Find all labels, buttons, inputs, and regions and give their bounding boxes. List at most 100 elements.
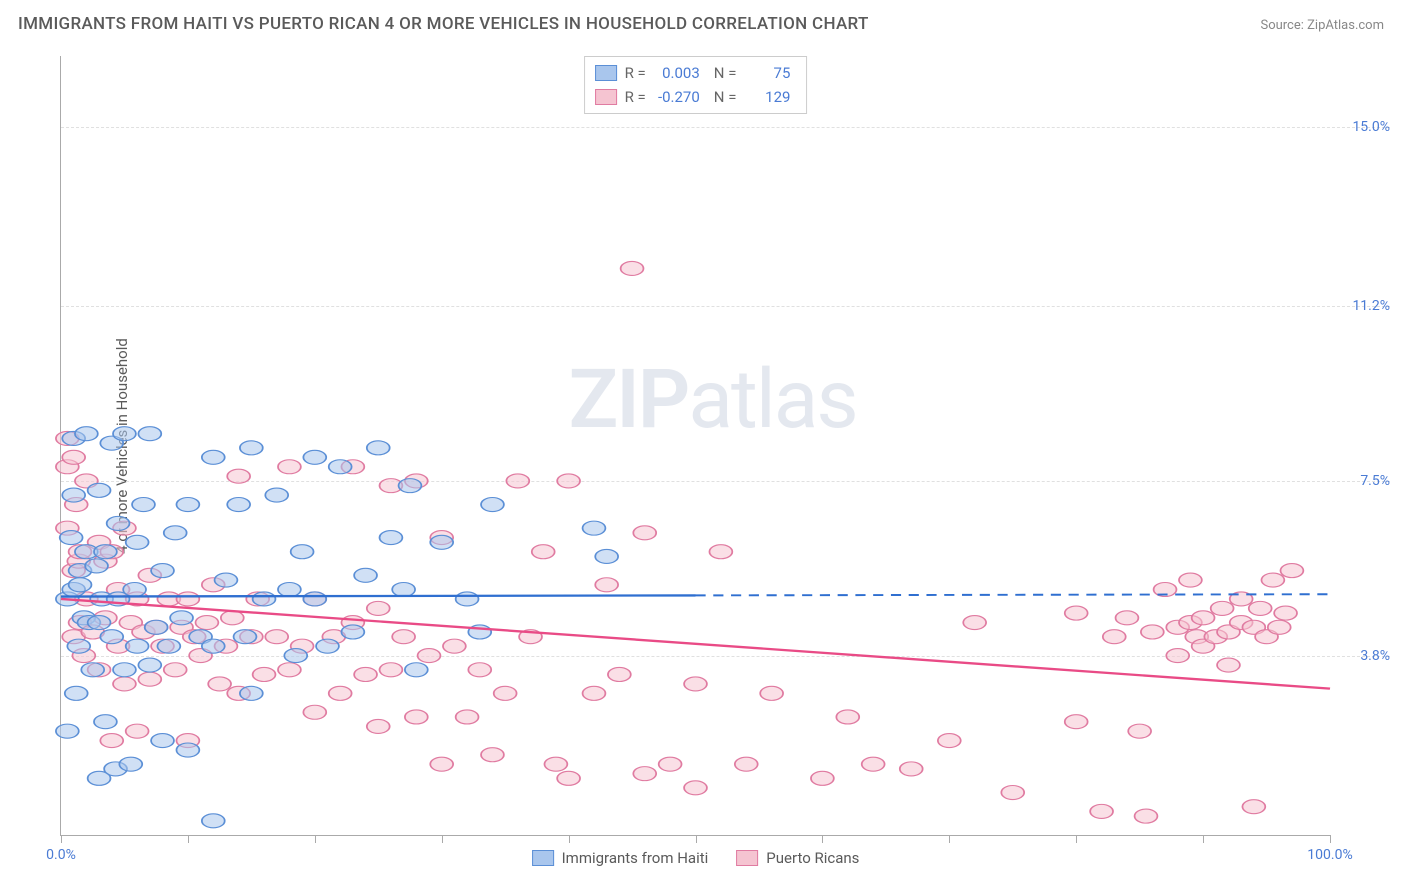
data-point-pr bbox=[1166, 649, 1189, 663]
data-point-pr bbox=[265, 630, 288, 644]
data-point-haiti bbox=[145, 620, 168, 634]
x-tick bbox=[822, 835, 823, 843]
x-tick bbox=[1330, 835, 1331, 843]
data-point-haiti bbox=[316, 639, 339, 653]
data-point-pr bbox=[278, 460, 301, 474]
data-point-pr bbox=[836, 710, 859, 724]
data-point-pr bbox=[1141, 625, 1164, 639]
data-point-pr bbox=[633, 767, 656, 781]
data-point-haiti bbox=[284, 649, 307, 663]
scatter-svg bbox=[61, 56, 1330, 835]
data-point-haiti bbox=[329, 460, 352, 474]
data-point-haiti bbox=[234, 630, 257, 644]
legend-label-pr: Puerto Ricans bbox=[766, 849, 859, 867]
swatch-pr bbox=[595, 89, 617, 105]
data-point-pr bbox=[456, 710, 479, 724]
legend-item-haiti: Immigrants from Haiti bbox=[532, 849, 709, 867]
data-point-haiti bbox=[88, 616, 111, 630]
data-point-pr bbox=[253, 667, 276, 681]
source-attribution: Source: ZipAtlas.com bbox=[1260, 18, 1384, 33]
data-point-pr bbox=[176, 592, 199, 606]
data-point-haiti bbox=[202, 814, 225, 828]
data-point-haiti bbox=[354, 568, 377, 582]
data-point-haiti bbox=[405, 663, 428, 677]
data-point-pr bbox=[532, 545, 555, 559]
data-point-pr bbox=[1242, 800, 1265, 814]
data-point-pr bbox=[278, 663, 301, 677]
data-point-pr bbox=[329, 686, 352, 700]
data-point-pr bbox=[659, 757, 682, 771]
data-point-haiti bbox=[583, 521, 606, 535]
data-point-pr bbox=[963, 616, 986, 630]
data-point-pr bbox=[811, 771, 834, 785]
data-point-haiti bbox=[81, 663, 104, 677]
data-point-haiti bbox=[456, 592, 479, 606]
swatch-haiti bbox=[595, 65, 617, 81]
data-point-haiti bbox=[138, 427, 161, 441]
data-point-pr bbox=[392, 630, 415, 644]
data-point-haiti bbox=[75, 427, 98, 441]
data-point-pr bbox=[227, 469, 250, 483]
data-point-haiti bbox=[126, 535, 149, 549]
swatch-haiti-icon bbox=[532, 850, 554, 866]
data-point-haiti bbox=[138, 658, 161, 672]
data-point-pr bbox=[1192, 611, 1215, 625]
data-point-pr bbox=[506, 474, 529, 488]
data-point-pr bbox=[862, 757, 885, 771]
data-point-haiti bbox=[62, 488, 85, 502]
data-point-pr bbox=[481, 748, 504, 762]
x-tick bbox=[1076, 835, 1077, 843]
data-point-pr bbox=[1116, 611, 1139, 625]
data-point-pr bbox=[380, 663, 403, 677]
data-point-haiti bbox=[107, 516, 130, 530]
data-point-haiti bbox=[481, 498, 504, 512]
legend-item-pr: Puerto Ricans bbox=[736, 849, 859, 867]
x-tick bbox=[188, 835, 189, 843]
data-point-pr bbox=[900, 762, 923, 776]
data-point-pr bbox=[1268, 620, 1291, 634]
data-point-pr bbox=[938, 734, 961, 748]
data-point-pr bbox=[595, 578, 618, 592]
data-point-haiti bbox=[176, 743, 199, 757]
trend-line-haiti bbox=[61, 595, 696, 596]
legend-label-haiti: Immigrants from Haiti bbox=[562, 849, 709, 867]
data-point-pr bbox=[684, 781, 707, 795]
data-point-pr bbox=[1001, 785, 1024, 799]
data-point-haiti bbox=[126, 639, 149, 653]
data-point-pr bbox=[1179, 573, 1202, 587]
data-point-pr bbox=[709, 545, 732, 559]
data-point-pr bbox=[684, 677, 707, 691]
data-point-haiti bbox=[69, 578, 92, 592]
data-point-pr bbox=[443, 639, 466, 653]
data-point-haiti bbox=[60, 531, 83, 545]
data-point-pr bbox=[1135, 809, 1158, 823]
data-point-pr bbox=[1249, 601, 1272, 615]
data-point-pr bbox=[1128, 724, 1151, 738]
y-tick-label: 3.8% bbox=[1360, 648, 1390, 664]
x-tick-label: 100.0% bbox=[1307, 847, 1352, 863]
data-point-haiti bbox=[88, 483, 111, 497]
data-point-haiti bbox=[67, 639, 90, 653]
data-point-haiti bbox=[119, 757, 142, 771]
data-point-haiti bbox=[291, 545, 314, 559]
data-point-pr bbox=[494, 686, 517, 700]
data-point-pr bbox=[633, 526, 656, 540]
data-point-pr bbox=[544, 757, 567, 771]
data-point-haiti bbox=[202, 450, 225, 464]
legend-row-pr: R =-0.270 N =129 bbox=[595, 85, 797, 109]
data-point-haiti bbox=[94, 545, 117, 559]
data-point-haiti bbox=[595, 549, 618, 563]
data-point-pr bbox=[126, 724, 149, 738]
data-point-haiti bbox=[227, 498, 250, 512]
data-point-haiti bbox=[123, 582, 146, 596]
legend-row-haiti: R =0.003 N =75 bbox=[595, 61, 797, 85]
x-tick bbox=[442, 835, 443, 843]
data-point-pr bbox=[621, 261, 644, 275]
data-point-pr bbox=[208, 677, 231, 691]
data-point-pr bbox=[1103, 630, 1126, 644]
data-point-haiti bbox=[100, 630, 123, 644]
data-point-haiti bbox=[253, 592, 276, 606]
y-tick-label: 7.5% bbox=[1360, 473, 1390, 489]
data-point-haiti bbox=[240, 441, 263, 455]
data-point-pr bbox=[113, 677, 136, 691]
